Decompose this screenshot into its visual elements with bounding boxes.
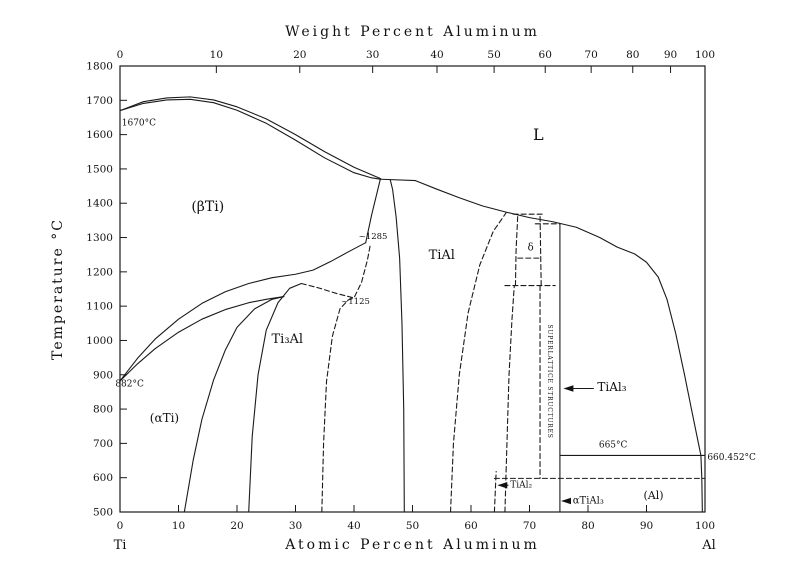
- y-axis-tick-label: 500: [93, 507, 113, 519]
- x-axis-tick-label: 10: [172, 520, 185, 532]
- annotation-melting-ti: 1670°C: [122, 119, 156, 129]
- boundary-liquidus-al: [414, 180, 702, 456]
- y-axis-tick-label: 1100: [86, 301, 113, 313]
- top-axis-tick-label: 60: [539, 49, 552, 61]
- boundary-alpha-alpha2-boundary: [183, 295, 285, 513]
- x-axis-tick-label: 80: [581, 520, 594, 532]
- annotation-tial3: TiAl₃: [597, 380, 626, 394]
- phase-label-ti3al: Ti₃Al: [272, 332, 304, 347]
- x-axis-tick-label: 70: [523, 520, 536, 532]
- y-axis-tick-label: 1600: [86, 129, 113, 141]
- top-axis-tick-label: 50: [487, 49, 500, 61]
- boundary-tial2-right: [504, 470, 507, 513]
- x-axis-tick-label: 40: [347, 520, 360, 532]
- boundary-delta-right: [539, 213, 542, 287]
- al-corner-label: Al: [701, 538, 716, 553]
- boundary-alpha-beta-boundary: [119, 295, 285, 382]
- y-axis-tick-label: 1500: [86, 163, 113, 175]
- top-axis-tick-label: 40: [430, 49, 443, 61]
- labels: L (βTi) TiAl Ti₃Al (αTi) δ (Al) 1670°C 882°C ~128…: [115, 119, 756, 507]
- boundary-delta-left: [514, 213, 519, 287]
- y-axis-tick-label: 1400: [86, 198, 113, 210]
- boundary-tial2-top: [505, 285, 515, 473]
- annotation-transformation-882: 882°C: [115, 379, 144, 389]
- x-axis-tick-label: 20: [230, 520, 243, 532]
- y-axis-tick-label: 900: [93, 369, 113, 381]
- phase-boundaries: [119, 96, 706, 513]
- top-axis-tick-label: 90: [664, 49, 677, 61]
- y-axis-tick-label: 700: [93, 438, 113, 450]
- y-axis-tick-label: 1000: [86, 335, 113, 347]
- x-axis-tick-label: 50: [406, 520, 419, 532]
- annotation-tial2: TiAl₂: [510, 480, 532, 490]
- top-axis-tick-label: 0: [117, 49, 124, 61]
- boundary-solidus-beta: [119, 98, 381, 180]
- y-axis-tick-label: 1200: [86, 266, 113, 278]
- x-axis-tick-label: 90: [640, 520, 653, 532]
- phase-label-delta: δ: [528, 243, 534, 254]
- boundary-peritectic-1470: [379, 178, 416, 182]
- boundary-liquidus-ti: [119, 96, 381, 180]
- boundary-ti3al-left: [248, 282, 302, 513]
- y-axis-tick-label: 800: [93, 404, 113, 416]
- x-axis-tick-label: 0: [117, 520, 124, 532]
- annotation-superlattice: SUPERLATTICE STRUCTURES: [546, 325, 553, 439]
- annotation-approx-1125: ~1125: [341, 297, 370, 307]
- boundary-beta-transus: [119, 242, 367, 382]
- boundary-beta-gamma-boundary: [365, 178, 381, 244]
- top-axis-tick-label: 30: [366, 49, 379, 61]
- bottom-axis-title: Atomic Percent Aluminum: [284, 537, 540, 553]
- phase-label-al: (Al): [643, 489, 663, 502]
- top-axis-tick-label: 10: [210, 49, 223, 61]
- boundary-al-solvus: [700, 454, 703, 513]
- boundary-ti3al-right: [321, 297, 355, 513]
- x-axis-tick-label: 100: [695, 520, 715, 532]
- axes: 0 10 20 30 40 50 60 70 80 90 1000 10 20 30 40 50 60 70 80 9…: [50, 24, 716, 553]
- y-axis-tick-label: 1700: [86, 95, 113, 107]
- top-axis-tick-label: 20: [293, 49, 306, 61]
- phase-label-tial: TiAl: [429, 248, 455, 263]
- phase-label-alpha-ti: (αTi): [150, 411, 179, 425]
- y-axis-tick-label: 600: [93, 472, 113, 484]
- annotation-eutectic-665: 665°C: [599, 441, 628, 451]
- annotation-approx-1285: ~1285: [359, 232, 388, 242]
- left-axis-title: Temperature °C: [50, 218, 66, 360]
- top-axis-tick-label: 100: [695, 49, 715, 61]
- x-axis-tick-label: 60: [464, 520, 477, 532]
- top-axis-tick-label: 70: [584, 49, 597, 61]
- top-axis-title: Weight Percent Aluminum: [285, 24, 540, 40]
- boundary-tial-right: [449, 212, 507, 513]
- boundary-tial2-left: [493, 470, 497, 513]
- annotation-alpha-tial3: αTiAl₃: [573, 495, 604, 506]
- boundary-ti3al-top: [300, 243, 371, 299]
- top-axis-tick-label: 80: [626, 49, 639, 61]
- ti-corner-label: Ti: [114, 538, 127, 553]
- y-axis-tick-label: 1300: [86, 232, 113, 244]
- phase-label-liquid: L: [533, 125, 544, 144]
- phase-label-beta-ti: (βTi): [191, 199, 224, 215]
- y-axis-tick-label: 1800: [86, 61, 113, 73]
- boundary-tial-left: [389, 179, 405, 513]
- x-axis-tick-label: 30: [289, 520, 302, 532]
- annotation-melting-al: 660.452°C: [707, 453, 756, 463]
